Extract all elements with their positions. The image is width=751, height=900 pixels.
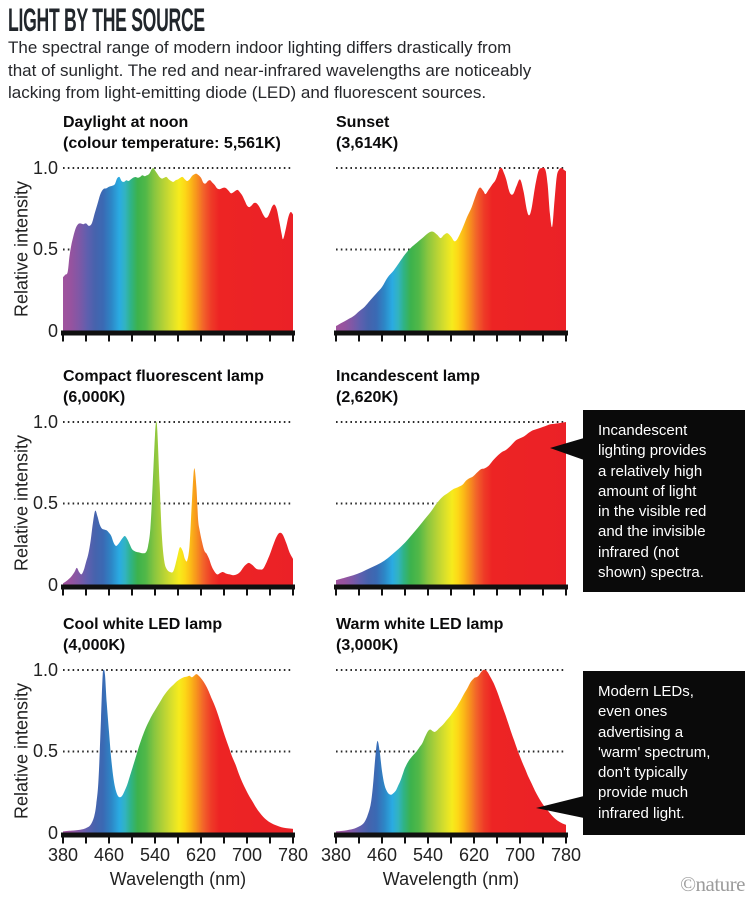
chart-title-line: Cool white LED lamp: [63, 616, 223, 633]
callout-line: Incandescent: [598, 422, 688, 439]
chart-title-cool-led: Cool white LED lamp (4,000K): [63, 614, 222, 656]
callout-arrow-incandescent: [550, 438, 584, 460]
spectrum-plot-fluorescent: [61, 421, 295, 596]
intro-line-2: that of sunlight. The red and near-infra…: [8, 60, 532, 80]
x-tick: 380: [320, 845, 352, 865]
chart-subtitle-line: (2,620K): [336, 389, 399, 406]
callout-line: and the invisible: [598, 523, 706, 541]
callout-line: don't typically: [598, 764, 688, 782]
callout-line: a relatively high: [598, 462, 703, 480]
y-tick-0.5: 0.5: [32, 493, 58, 513]
callout-line: lighting provides: [598, 442, 707, 460]
y-tick-0: 0: [47, 321, 58, 341]
x-tick: 460: [93, 845, 125, 865]
y-tick-0: 0: [47, 575, 58, 595]
chart-title-warm-led: Warm white LED lamp (3,000K): [336, 614, 503, 656]
callout-arrow-warm-led: [536, 796, 584, 818]
callout-line: shown) spectra.: [598, 564, 704, 582]
chart-title-line: Incandescent lamp: [336, 368, 481, 385]
spectrum-plot-sunset: [334, 167, 568, 342]
y-tick-0: 0: [47, 823, 58, 843]
callout-incandescent: Incandescent lighting provides a relativ…: [583, 410, 745, 592]
x-tick: 540: [139, 845, 171, 865]
intro-line-1: The spectral range of modern indoor ligh…: [8, 38, 512, 57]
x-tick: 460: [366, 845, 398, 865]
chart-title-line: Warm white LED lamp: [336, 616, 504, 633]
chart-subtitle-line: (3,000K): [336, 637, 399, 654]
x-axis-title: Wavelength (nm): [109, 869, 247, 889]
chart-title-sunset: Sunset (3,614K): [336, 112, 398, 154]
chart-title-line: Daylight at noon: [63, 114, 189, 131]
callout-line: amount of light: [598, 482, 697, 500]
callout-line: Modern LEDs,: [598, 683, 694, 700]
callout-line: provide much: [598, 784, 689, 802]
x-tick: 700: [504, 845, 536, 865]
chart-subtitle-line: (4,000K): [63, 637, 126, 654]
chart-subtitle-line: (colour temperature: 5,561K): [63, 135, 281, 152]
page-title: LIGHT BY THE SOURCE: [8, 2, 205, 38]
spectrum-plot-cool-led: [61, 669, 295, 844]
x-tick: 780: [550, 845, 582, 865]
x-tick: 700: [231, 845, 263, 865]
chart-subtitle-line: (3,614K): [336, 135, 399, 152]
y-tick-0.5: 0.5: [32, 741, 58, 761]
y-tick-1.0: 1.0: [32, 412, 58, 432]
callout-line: infrared light.: [598, 804, 685, 822]
chart-subtitle-line: (6,000K): [63, 389, 126, 406]
spectrum-plot-daylight: [61, 167, 295, 342]
chart-title-daylight: Daylight at noon (colour temperature: 5,…: [63, 112, 281, 154]
y-axis-title: Relative intensity: [11, 682, 32, 820]
chart-title-fluorescent: Compact fluorescent lamp (6,000K): [63, 366, 264, 408]
callout-line: infrared (not: [598, 543, 679, 561]
spectrum-plot-warm-led: [334, 669, 568, 844]
x-tick: 540: [412, 845, 444, 865]
callout-line: even ones: [598, 703, 668, 721]
y-tick-0.5: 0.5: [32, 239, 58, 259]
y-tick-1.0: 1.0: [32, 158, 58, 178]
intro-line-3: lacking from light-emitting diode (LED) …: [8, 83, 487, 102]
nature-logo: ©nature: [680, 872, 745, 896]
y-axis-title: Relative intensity: [11, 434, 32, 572]
x-tick: 620: [185, 845, 217, 865]
callout-warm-led: Modern LEDs, even ones advertising a 'wa…: [583, 671, 745, 835]
intro-text: The spectral range of modern indoor ligh…: [8, 37, 531, 105]
x-ticks-right: 380 460 540 620 700 780: [313, 845, 589, 866]
x-tick: 780: [277, 845, 309, 865]
chart-title-incandescent: Incandescent lamp (2,620K): [336, 366, 480, 408]
callout-line: in the visible red: [598, 503, 707, 521]
spectrum-plot-incandescent: [334, 421, 568, 596]
y-axis-title: Relative intensity: [11, 180, 32, 318]
x-axis-title: Wavelength (nm): [382, 869, 520, 889]
callout-line: 'warm' spectrum,: [598, 743, 711, 761]
y-tick-1.0: 1.0: [32, 660, 58, 680]
chart-title-line: Compact fluorescent lamp: [63, 368, 264, 385]
x-tick: 380: [47, 845, 79, 865]
chart-title-line: Sunset: [336, 114, 390, 131]
x-tick: 620: [458, 845, 490, 865]
x-ticks-left: 380 460 540 620 700 780: [40, 845, 316, 866]
callout-line: advertising a: [598, 723, 684, 741]
